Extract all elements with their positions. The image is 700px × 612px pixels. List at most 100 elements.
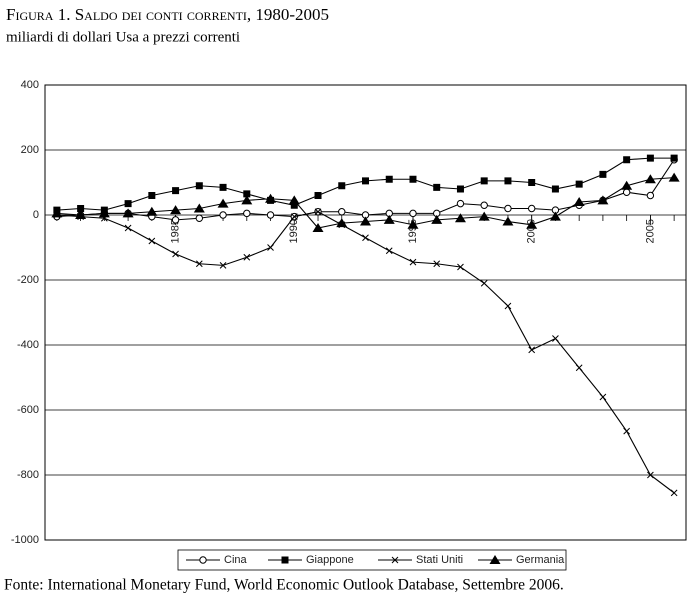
- marker-square: [290, 201, 298, 209]
- legend-box: [177, 549, 567, 571]
- marker-x: [457, 263, 464, 271]
- marker-square: [551, 185, 559, 193]
- marker-triangle: [193, 203, 205, 213]
- marker-square: [362, 177, 369, 185]
- marker-square: [409, 175, 417, 183]
- marker-triangle: [454, 213, 466, 223]
- marker-triangle: [597, 195, 609, 205]
- marker-triangle: [526, 219, 538, 229]
- marker-square: [456, 185, 464, 193]
- y-tick-label: -800: [17, 469, 39, 481]
- chart-subtitle: miliardi di dollari Usa a prezzi corrent…: [6, 29, 240, 45]
- marker-square: [281, 556, 289, 564]
- x-tick-label: 1985: [169, 219, 181, 243]
- marker-square: [599, 170, 607, 178]
- marker-triangle: [478, 211, 490, 221]
- marker-triangle: [170, 205, 182, 215]
- marker-triangle: [265, 193, 277, 203]
- marker-triangle: [431, 214, 443, 224]
- legend-label: Cina: [224, 554, 248, 566]
- marker-triangle: [668, 172, 680, 182]
- y-tick-label: -600: [17, 404, 39, 416]
- marker-x: [599, 393, 607, 401]
- marker-x: [480, 279, 488, 287]
- marker-circle: [480, 201, 488, 209]
- y-tick-label: -400: [17, 339, 39, 351]
- marker-circle: [622, 188, 631, 196]
- marker-triangle: [621, 180, 633, 190]
- marker-circle: [456, 199, 465, 208]
- marker-x: [552, 335, 559, 342]
- marker-x: [528, 346, 536, 354]
- x-tick-label: 2005: [644, 219, 656, 243]
- marker-square: [148, 192, 156, 199]
- marker-x: [243, 253, 251, 261]
- marker-triangle: [241, 195, 253, 205]
- legend-label: Giappone: [306, 554, 354, 566]
- marker-x: [195, 260, 203, 268]
- marker-x: [385, 247, 393, 255]
- marker-triangle: [573, 197, 585, 206]
- marker-square: [77, 205, 85, 212]
- marker-triangle: [549, 211, 561, 221]
- marker-circle: [219, 211, 227, 219]
- legend: Cina Giappone Stati Uniti Germania: [177, 549, 567, 571]
- marker-square: [646, 154, 654, 162]
- marker-triangle: [98, 208, 110, 218]
- marker-x: [391, 556, 399, 564]
- marker-circle: [527, 204, 536, 213]
- marker-square: [314, 192, 322, 199]
- marker-square: [575, 180, 583, 188]
- marker-x: [362, 234, 369, 242]
- marker-triangle: [644, 174, 656, 184]
- chart-source: Fonte: International Monetary Fund, Worl…: [4, 577, 564, 594]
- marker-circle: [646, 191, 655, 200]
- marker-triangle: [217, 198, 229, 208]
- marker-x: [267, 244, 274, 251]
- marker-square: [338, 182, 346, 190]
- marker-triangle: [122, 208, 134, 218]
- marker-circle: [195, 214, 204, 222]
- marker-circle: [199, 556, 207, 564]
- marker-circle: [171, 216, 180, 224]
- legend-label: Germania: [516, 554, 565, 566]
- marker-square: [195, 182, 203, 190]
- marker-x: [409, 258, 417, 266]
- marker-triangle: [288, 195, 300, 205]
- marker-x: [172, 250, 179, 258]
- marker-triangle: [51, 208, 63, 218]
- marker-square: [219, 183, 227, 191]
- x-tick-label: 1990: [288, 219, 300, 243]
- chart-title: Figura 1. Saldo dei conti correnti, 1980…: [6, 5, 329, 24]
- marker-triangle: [407, 219, 419, 229]
- marker-x: [219, 262, 227, 269]
- marker-x: [575, 364, 583, 372]
- marker-square: [124, 200, 132, 208]
- marker-x: [433, 260, 441, 268]
- marker-circle: [409, 209, 417, 218]
- y-tick-label: 200: [21, 144, 39, 156]
- marker-triangle: [312, 223, 324, 232]
- series-line: [56, 211, 675, 494]
- marker-triangle: [336, 218, 348, 228]
- marker-triangle: [146, 206, 158, 216]
- marker-x: [670, 489, 678, 497]
- marker-circle: [243, 209, 251, 218]
- marker-square: [433, 183, 441, 191]
- marker-circle: [338, 208, 346, 216]
- y-tick-label: -1000: [11, 534, 39, 546]
- marker-circle: [504, 204, 512, 213]
- legend-label: Stati Uniti: [416, 554, 463, 566]
- marker-square: [528, 179, 536, 186]
- marker-triangle: [502, 216, 514, 226]
- marker-x: [647, 471, 654, 479]
- marker-square: [480, 177, 488, 185]
- plot-frame: [44, 84, 687, 541]
- marker-x: [623, 427, 631, 435]
- y-tick-label: 0: [33, 209, 39, 221]
- marker-x: [290, 213, 298, 220]
- marker-square: [172, 187, 180, 195]
- marker-triangle: [75, 210, 87, 219]
- marker-x: [314, 208, 322, 216]
